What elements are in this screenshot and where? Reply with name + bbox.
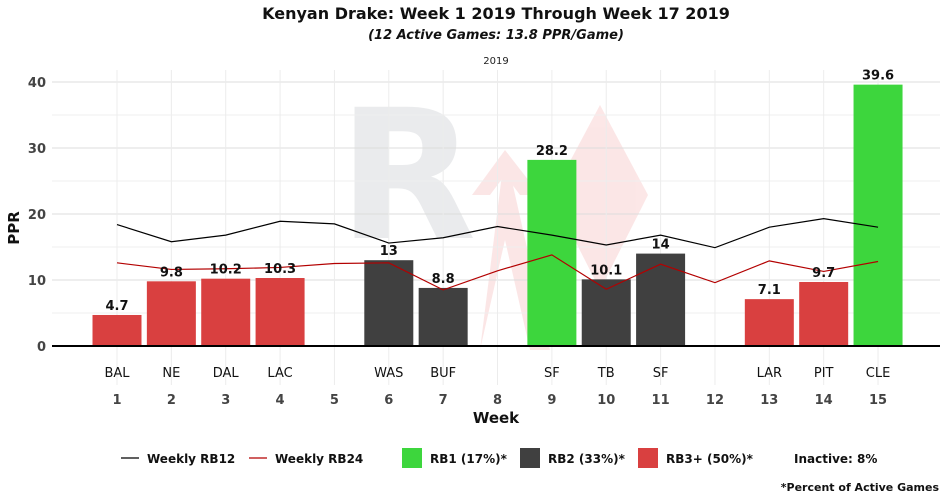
team-label: SF [544, 366, 560, 381]
x-axis-title: Week [473, 409, 520, 427]
chart-title: Kenyan Drake: Week 1 2019 Through Week 1… [262, 4, 730, 23]
bar-week-9 [527, 159, 577, 346]
legend-rb3-label: RB3+ (50%)* [666, 452, 754, 466]
bar-value-label: 7.1 [758, 283, 781, 298]
legend: Weekly RB12 Weekly RB24 RB1 (17%)* RB2 (… [121, 448, 877, 468]
bar-value-label: 14 [652, 238, 670, 253]
bar-value-label: 8.8 [432, 272, 455, 287]
x-tick-label: 12 [706, 393, 724, 408]
series-line-rb24 [116, 254, 879, 291]
legend-inactive-label: Inactive: 8% [794, 452, 877, 466]
x-tick-label: 4 [276, 393, 285, 408]
bar-week-13 [744, 299, 794, 346]
y-tick-label: 30 [28, 142, 46, 157]
team-label: WAS [374, 366, 403, 381]
x-tick-label: 1 [112, 393, 121, 408]
bar-week-10 [581, 279, 631, 346]
x-tick-label: 5 [330, 393, 339, 408]
x-tick-label: 14 [815, 393, 833, 408]
bar-value-label: 10.2 [210, 263, 242, 278]
x-tick-label: 11 [652, 393, 670, 408]
bar-value-label: 4.7 [105, 299, 128, 314]
bar-week-7 [418, 287, 468, 346]
team-label: LAR [757, 366, 782, 381]
bar-week-4 [255, 278, 305, 346]
bar-week-11 [636, 253, 686, 346]
bar-value-label: 13 [380, 244, 398, 259]
legend-rb1-swatch [402, 448, 422, 468]
svg-text:R: R [338, 72, 477, 281]
team-label: SF [653, 366, 669, 381]
legend-rb2-label: RB2 (33%)* [548, 452, 626, 466]
bar-week-6 [364, 260, 414, 346]
series-line-rb12 [116, 218, 879, 249]
y-tick-label: 20 [28, 208, 46, 223]
bar-week-1 [92, 314, 142, 346]
team-label: BAL [104, 366, 130, 381]
legend-rb24-label: Weekly RB24 [275, 452, 363, 466]
bars-group [92, 84, 903, 346]
x-tick-label: 10 [597, 393, 615, 408]
team-label: DAL [213, 366, 240, 381]
bar-value-label: 9.8 [160, 265, 183, 280]
footnote: *Percent of Active Games [781, 481, 940, 494]
x-tick-label: 6 [384, 393, 393, 408]
bar-value-label: 28.2 [536, 144, 568, 159]
bar-value-label: 10.3 [264, 262, 296, 277]
x-tick-label: 8 [493, 393, 502, 408]
facet-label: 2019 [483, 56, 508, 67]
x-tick-label: 15 [869, 393, 887, 408]
bar-week-2 [146, 281, 196, 346]
legend-rb3-swatch [638, 448, 658, 468]
team-label: NE [162, 366, 180, 381]
legend-rb1-label: RB1 (17%)* [430, 452, 508, 466]
bar-value-labels: 4.7 BAL 9.8 NE 10.2 DAL 10.3 LAC 13 WAS 8.8 BUF 28.2… [104, 69, 894, 381]
bar-value-label: 39.6 [862, 69, 894, 84]
bar-value-label: 9.7 [812, 266, 835, 281]
bar-week-15 [853, 84, 903, 346]
legend-rb2-swatch [520, 448, 540, 468]
y-tick-label: 40 [28, 76, 46, 91]
team-label: LAC [267, 366, 292, 381]
x-tick-label: 3 [221, 393, 230, 408]
team-label: TB [597, 366, 615, 381]
y-tick-label: 10 [28, 274, 46, 289]
chart-subtitle: (12 Active Games: 13.8 PPR/Game) [368, 28, 624, 43]
x-tick-label: 2 [167, 393, 176, 408]
x-tick-label: 13 [760, 393, 778, 408]
team-label: PIT [814, 366, 834, 381]
bar-week-14 [799, 281, 849, 346]
y-axis-title: PPR [5, 211, 23, 245]
team-label: BUF [430, 366, 456, 381]
bar-value-label: 10.1 [590, 263, 622, 278]
x-tick-label: 7 [439, 393, 448, 408]
y-tick-label: 0 [37, 340, 46, 355]
bar-week-3 [201, 278, 251, 346]
x-tick-label: 9 [547, 393, 556, 408]
legend-rb12-label: Weekly RB12 [147, 452, 235, 466]
reference-lines [116, 218, 879, 291]
team-label: CLE [866, 366, 891, 381]
